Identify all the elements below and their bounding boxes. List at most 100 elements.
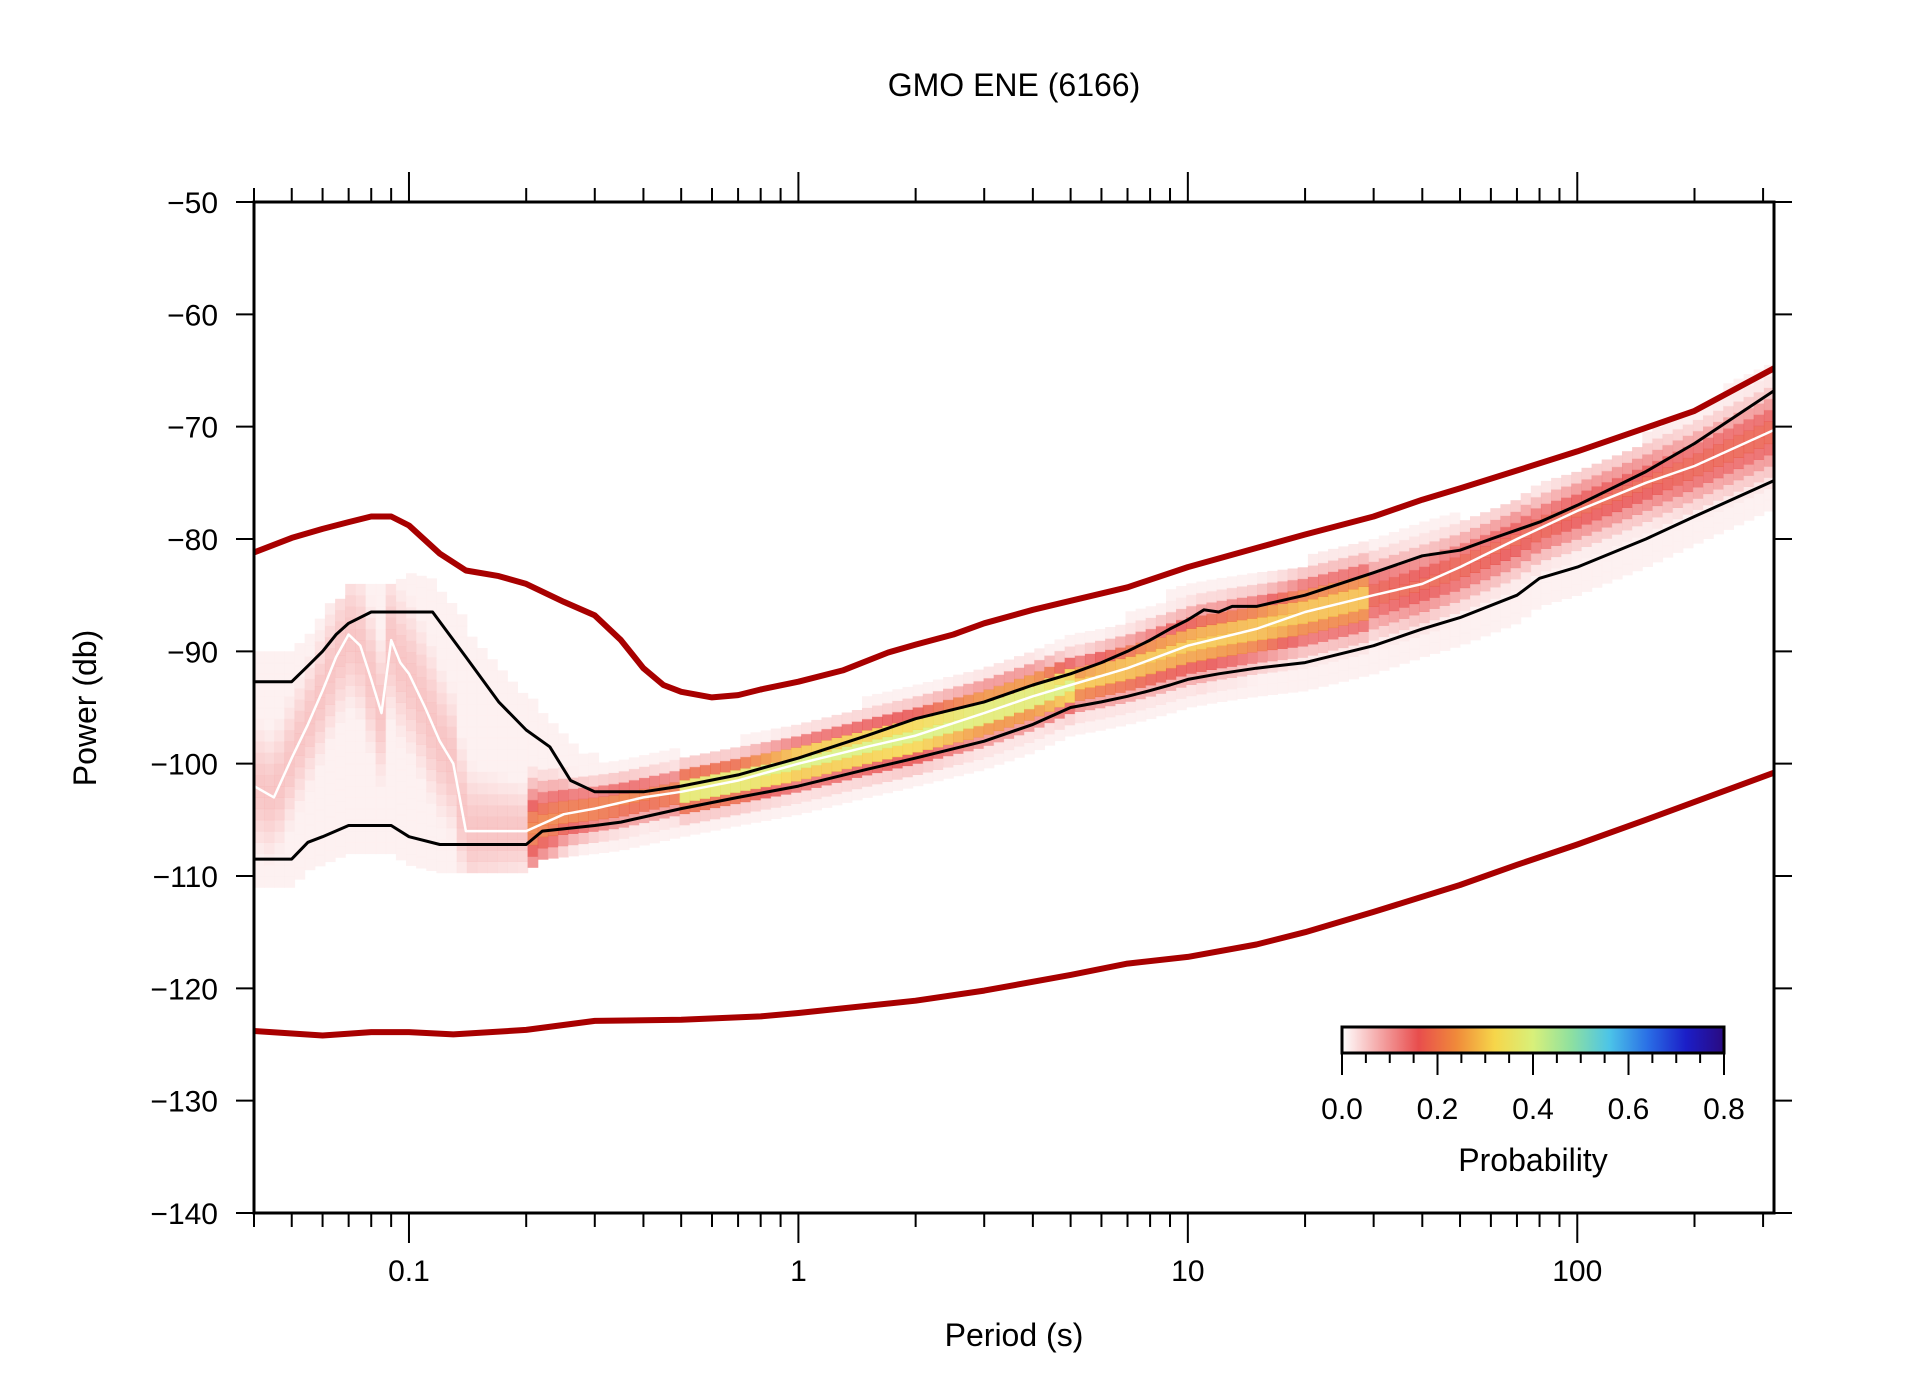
density-cell	[517, 749, 529, 761]
density-cell	[375, 640, 387, 652]
density-cell	[1763, 454, 1774, 467]
density-cell	[973, 759, 985, 772]
density-cell	[1145, 651, 1157, 663]
density-cell	[284, 741, 296, 753]
density-cell	[659, 773, 670, 785]
density-cell	[1297, 679, 1309, 692]
density-cell	[1307, 666, 1319, 679]
density-cell	[912, 763, 924, 775]
density-cell	[862, 707, 873, 720]
colorbar-label: Probability	[1458, 1142, 1607, 1178]
density-cell	[1196, 648, 1208, 661]
density-cell	[1763, 499, 1774, 512]
density-cell	[1713, 488, 1724, 501]
density-cell	[1054, 661, 1066, 674]
density-cell	[304, 791, 316, 803]
density-cell	[760, 775, 772, 788]
density-cell	[1196, 581, 1208, 594]
density-cell	[1044, 655, 1056, 667]
density-cell	[406, 708, 417, 720]
density-cell	[1530, 597, 1542, 610]
density-cell	[628, 802, 640, 815]
density-cell	[841, 779, 853, 792]
density-cell	[476, 771, 488, 784]
density-cell	[608, 772, 620, 785]
density-cell	[568, 788, 579, 801]
density-cell	[284, 797, 296, 810]
density-cell	[770, 751, 782, 763]
density-cell	[608, 794, 620, 807]
density-cell	[578, 787, 589, 800]
density-cell	[395, 837, 407, 849]
density-cell	[1186, 695, 1197, 708]
density-cell	[314, 854, 326, 867]
density-cell	[1581, 568, 1593, 581]
density-cell	[395, 803, 407, 816]
density-cell	[983, 689, 995, 701]
density-cell	[446, 771, 458, 784]
density-cell	[1551, 477, 1562, 490]
density-cell	[1368, 539, 1380, 551]
density-cell	[1753, 436, 1765, 449]
density-cell	[304, 824, 316, 837]
density-cell	[1277, 637, 1289, 649]
density-cell	[1034, 738, 1045, 751]
density-cell	[1247, 595, 1258, 608]
density-cell	[1226, 655, 1238, 667]
density-cell	[1581, 580, 1593, 592]
axes: 0.1 1 10 100−50−60−70−80−90−100−110−120−130…	[150, 172, 1792, 1288]
density-cell	[1409, 547, 1420, 560]
density-cell	[517, 794, 529, 806]
density-cell	[1135, 631, 1147, 643]
series-line-mode	[254, 428, 1774, 833]
density-cell	[831, 714, 843, 727]
density-cell	[912, 740, 924, 753]
y-tick-label: −60	[167, 299, 218, 332]
density-cell	[406, 685, 417, 698]
density-cell	[1064, 713, 1076, 726]
density-cell	[578, 843, 589, 856]
density-cell	[1084, 631, 1096, 643]
density-cell	[710, 751, 721, 764]
density-cell	[588, 752, 600, 765]
density-cell	[335, 677, 346, 690]
density-cell	[1642, 521, 1653, 534]
density-cell	[1399, 539, 1410, 552]
density-cell	[264, 718, 275, 731]
density-cell	[1672, 451, 1684, 464]
density-cell	[1074, 655, 1086, 668]
density-cell	[1591, 531, 1603, 543]
series-line-lower-noise-model	[254, 769, 1774, 1039]
density-cell	[1166, 634, 1177, 646]
density-cell	[983, 666, 995, 679]
density-cell	[497, 805, 508, 817]
density-cell	[1561, 587, 1572, 599]
density-cell	[1490, 508, 1501, 520]
density-cell	[1236, 608, 1248, 621]
density-cell	[416, 699, 427, 712]
density-cell	[1145, 628, 1157, 641]
density-cell	[1632, 458, 1643, 471]
density-cell	[264, 673, 275, 686]
density-cell	[1297, 623, 1309, 636]
density-cell	[1429, 585, 1441, 598]
density-cell	[1206, 691, 1218, 704]
density-cell	[1368, 628, 1380, 641]
density-cell	[588, 831, 600, 843]
density-cell	[1388, 588, 1400, 600]
density-cell	[385, 595, 397, 607]
density-cell	[365, 651, 377, 664]
density-cell	[335, 655, 346, 667]
density-cell	[1145, 606, 1157, 618]
density-cell	[1409, 648, 1420, 661]
density-cell	[324, 850, 336, 863]
density-cell	[456, 827, 468, 840]
density-cell	[395, 814, 407, 827]
density-cell	[294, 800, 306, 813]
density-cell	[1449, 591, 1461, 603]
density-cell	[314, 787, 326, 799]
density-cell	[1611, 477, 1623, 490]
density-cell	[639, 822, 650, 835]
density-cell	[324, 726, 336, 739]
